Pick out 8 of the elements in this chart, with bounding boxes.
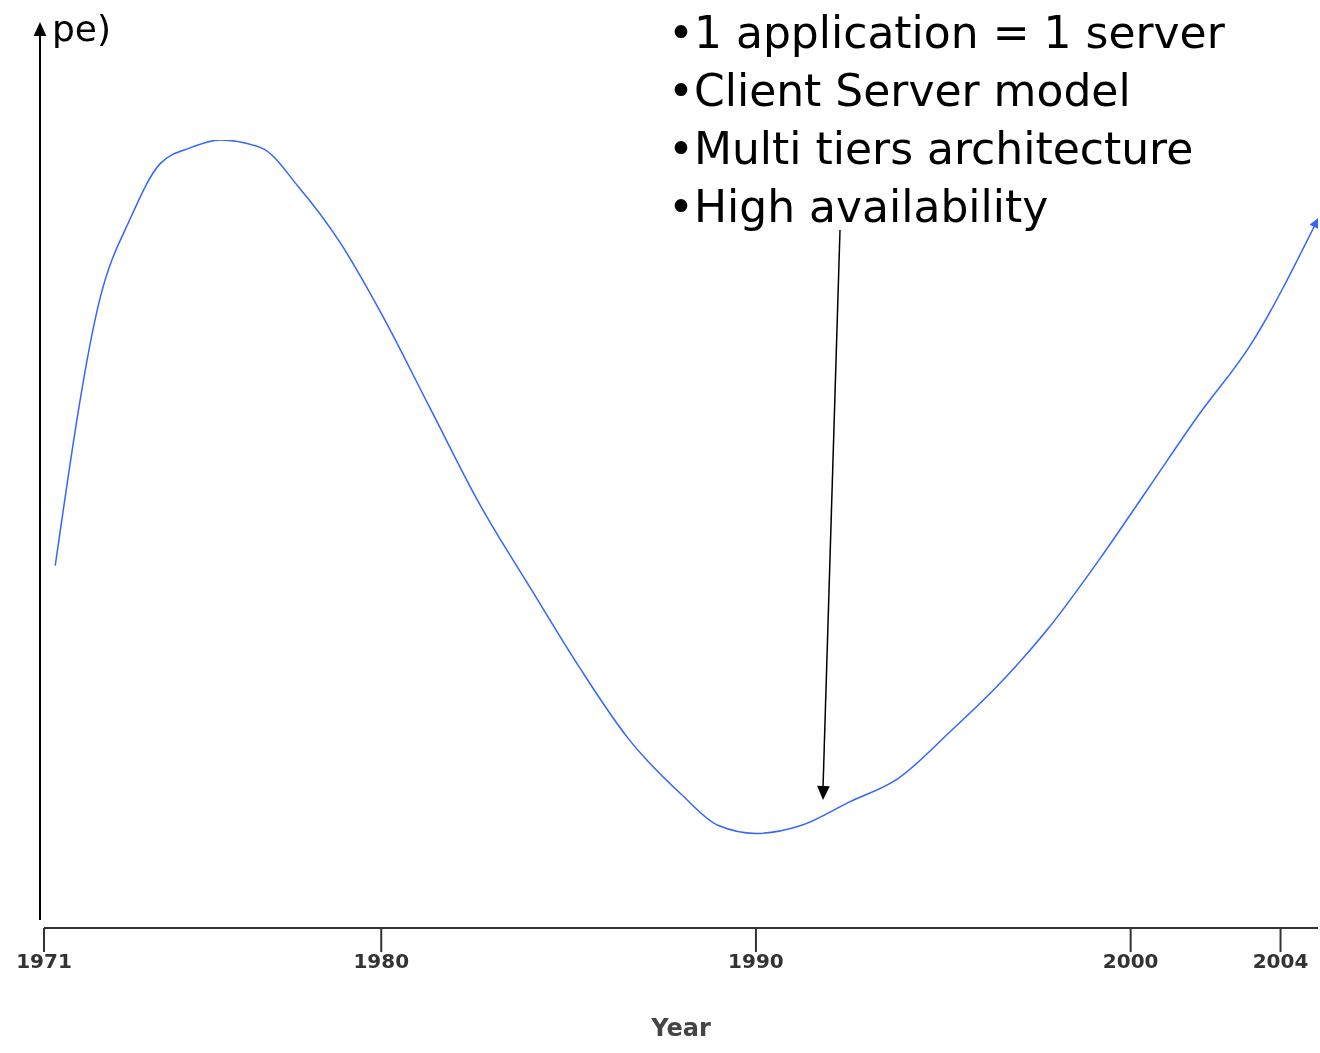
x-axis-title: Year <box>650 1014 711 1042</box>
x-tick-label: 1980 <box>353 949 410 974</box>
x-tick-label: 2004 <box>1252 949 1309 974</box>
y-axis-title: pe) <box>52 8 112 49</box>
x-tick-label: 1990 <box>728 949 784 974</box>
annotation: •1 application = 1 server •Client Server model •Multi tiers architecture •High availability <box>668 6 1225 234</box>
x-tick-label: 1971 <box>16 949 72 974</box>
x-tick-label: 2000 <box>1102 949 1159 974</box>
